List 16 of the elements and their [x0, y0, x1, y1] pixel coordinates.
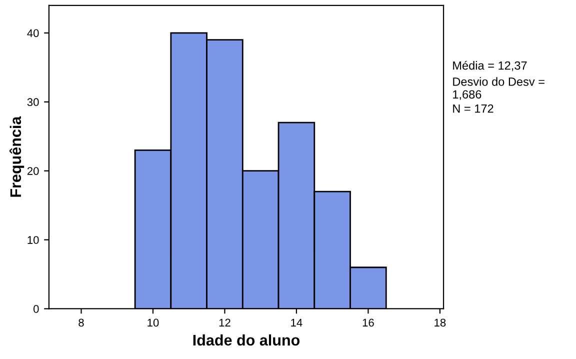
x-tick-label: 16 [362, 318, 374, 327]
x-tick-label: 12 [219, 318, 230, 327]
x-axis-title: Idade do aluno [193, 334, 300, 346]
x-tick-label: 14 [291, 318, 302, 327]
y-tick-label: 30 [27, 98, 39, 106]
x-tick-label: 8 [78, 318, 84, 327]
text: Média = 12,37 [453, 60, 527, 72]
y-axis-title: Frequência [10, 116, 24, 197]
text: Desvio do Desv = 1,686 [453, 77, 544, 100]
y-tick-label: 20 [27, 167, 39, 175]
text: N = 172 [453, 104, 494, 113]
y-tick-label: 10 [28, 236, 39, 244]
y-tick-label: 0 [33, 305, 39, 313]
x-tick-label: 10 [148, 318, 159, 327]
y-tick-label: 40 [27, 29, 39, 38]
x-tick-label: 18 [434, 318, 446, 327]
